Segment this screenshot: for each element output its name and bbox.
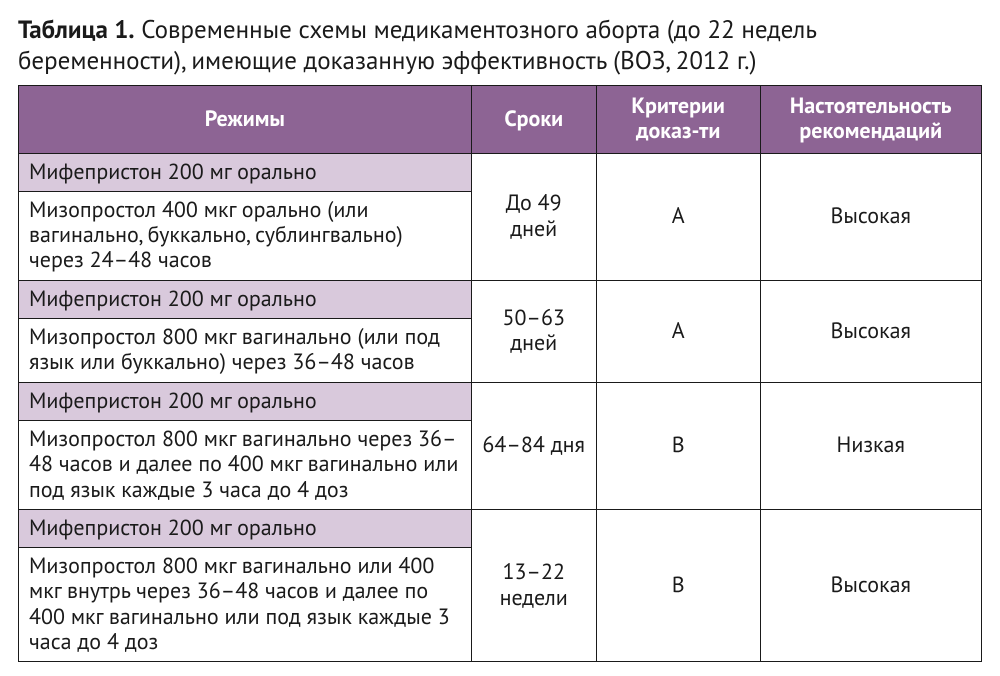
table-title: Таблица 1. Современные схемы медикаменто… (18, 14, 982, 75)
col-strength: Настоятельность рекомендаций (760, 86, 982, 154)
regimens-table: Режимы Сроки Критерии доказ-ти Настоятел… (18, 85, 982, 662)
table-row: Мифепристон 200 мг орально 50–63 дней A … (19, 280, 982, 318)
header-row: Режимы Сроки Критерии доказ-ти Настоятел… (19, 86, 982, 154)
evidence-cell: B (596, 509, 760, 661)
term-cell: До 49 дней (471, 153, 596, 280)
strength-cell: Низкая (760, 382, 982, 509)
col-term: Сроки (471, 86, 596, 154)
term-cell: 50–63 дней (471, 280, 596, 382)
regime-sub: Мифепристон 200 мг орально (19, 382, 472, 420)
table-row: Мифепристон 200 мг орально 13–22 недели … (19, 509, 982, 547)
strength-cell: Высокая (760, 280, 982, 382)
term-cell: 13–22 недели (471, 509, 596, 661)
title-rest: Современные схемы медикаментозного аборт… (18, 13, 816, 76)
col-evidence: Критерии доказ-ти (596, 86, 760, 154)
regime-detail: Мизопростол 400 мкг орально (или вагинал… (19, 191, 472, 280)
evidence-cell: A (596, 153, 760, 280)
regime-sub: Мифепристон 200 мг орально (19, 153, 472, 191)
regime-sub: Мифепристон 200 мг орально (19, 280, 472, 318)
strength-cell: Высокая (760, 153, 982, 280)
regime-sub: Мифепристон 200 мг орально (19, 509, 472, 547)
term-cell: 64–84 дня (471, 382, 596, 509)
evidence-cell: A (596, 280, 760, 382)
col-regimes: Режимы (19, 86, 472, 154)
table-row: Мифепристон 200 мг орально 64–84 дня B Н… (19, 382, 982, 420)
regime-detail: Мизопростол 800 мкг вагинально или 400 м… (19, 548, 472, 662)
evidence-cell: B (596, 382, 760, 509)
table-row: Мифепристон 200 мг орально До 49 дней A … (19, 153, 982, 191)
title-bold: Таблица 1. (18, 13, 135, 45)
regime-detail: Мизопростол 800 мкг вагинально через 36–… (19, 420, 472, 509)
strength-cell: Высокая (760, 509, 982, 661)
regime-detail: Мизопростол 800 мкг вагинально (или под … (19, 319, 472, 383)
